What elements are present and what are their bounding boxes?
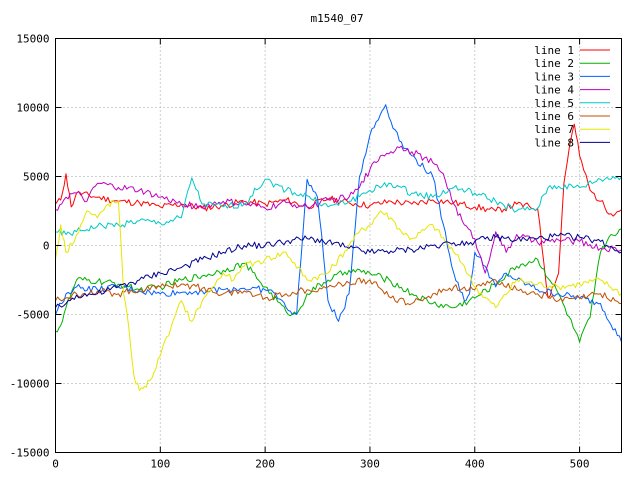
legend-label: line 8 — [534, 136, 574, 149]
legend-label: line 3 — [534, 70, 574, 83]
x-tick-label: 400 — [465, 458, 485, 471]
legend-label: line 1 — [534, 44, 574, 57]
series-line-1 — [55, 123, 622, 299]
y-tick-label: -10000 — [10, 378, 50, 391]
series-line-3 — [55, 104, 622, 343]
legend-label: line 4 — [534, 84, 574, 97]
series-line-5 — [55, 176, 622, 236]
x-tick-label: 200 — [255, 458, 275, 471]
series-line-8 — [55, 232, 622, 308]
y-tick-label: 10000 — [16, 102, 49, 115]
x-tick-label: 300 — [360, 458, 380, 471]
grid — [55, 38, 622, 453]
chart-title: m1540_07 — [311, 12, 364, 25]
legend-label: line 7 — [534, 123, 574, 136]
x-tick-label: 0 — [52, 458, 59, 471]
legend-label: line 2 — [534, 57, 574, 70]
x-tick-label: 500 — [570, 458, 590, 471]
y-tick-label: 15000 — [16, 33, 49, 46]
legend-label: line 5 — [534, 97, 574, 110]
y-tick-label: 5000 — [23, 171, 50, 184]
series-line-4 — [55, 145, 622, 274]
series-line-7 — [55, 199, 622, 391]
y-tick-label: -15000 — [10, 447, 50, 460]
axis-ticks: 0 100 200 300 400 500 -15000 -10000 -5000 0 5000 10… — [10, 33, 622, 471]
y-tick-label: -5000 — [16, 309, 49, 322]
series-lines — [55, 104, 622, 391]
legend-label: line 6 — [534, 110, 574, 123]
y-tick-label: 0 — [43, 240, 50, 253]
x-tick-label: 100 — [150, 458, 170, 471]
series-line-6 — [55, 277, 622, 306]
